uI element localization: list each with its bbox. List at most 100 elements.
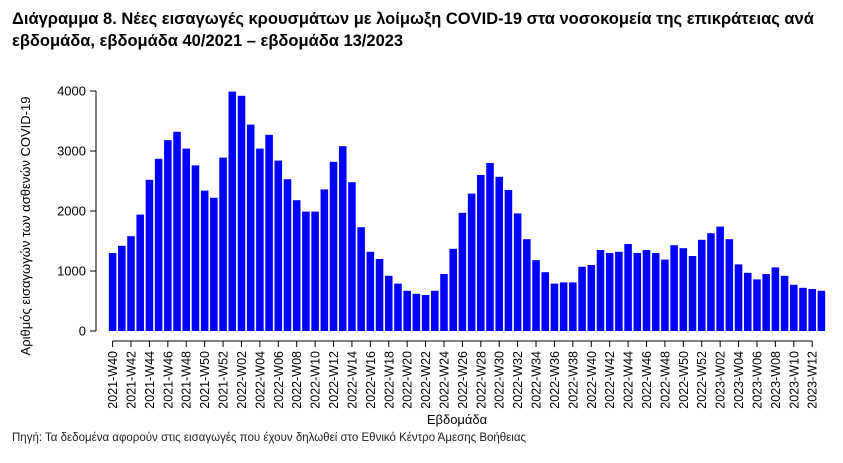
bar [808,289,816,331]
x-axis-label: Εβδομάδα [427,412,488,427]
bar [256,148,264,331]
bar [394,283,402,331]
y-axis: 0 1000 2000 3000 4000 [57,84,97,339]
bar [661,259,669,331]
bar [449,248,457,331]
x-tick-label: 2022-W14 [345,351,359,409]
x-tick-label: 2022-W44 [622,351,636,409]
bar [384,275,393,331]
bar [127,236,135,331]
bar [559,282,568,331]
bar [780,275,789,331]
bar [541,272,550,331]
x-tick-label: 2022-W04 [253,351,267,409]
bar [210,197,218,331]
bar [651,253,660,331]
bar [320,189,329,331]
bar [338,146,347,331]
x-tick-label: 2022-W10 [309,351,323,409]
bar [596,250,605,331]
y-tick-label: 4000 [57,84,86,99]
bar [265,134,273,331]
bar [136,214,144,331]
bar [707,233,715,331]
bar [725,239,734,331]
bar [615,251,623,331]
bar [200,190,209,331]
bar [145,179,154,331]
x-tick-label: 2023-W04 [732,351,746,409]
bars-group [108,91,826,331]
source-note: Πηγή: Τα δεδομένα αφορούν στις εισαγωγές… [12,432,527,444]
bar [771,267,780,331]
bar [605,253,614,331]
x-tick-label: 2022-W08 [290,351,304,409]
bar [504,190,513,331]
bar [164,140,172,331]
bar [357,227,365,331]
x-tick-label: 2023-W06 [750,351,764,409]
x-tick-label: 2022-W40 [585,351,599,409]
bar [670,245,678,331]
x-tick-label: 2022-W42 [603,351,617,409]
bar [578,266,586,331]
bar [292,200,301,331]
x-tick-label: 2022-W28 [474,351,488,409]
bar [532,260,540,331]
bar [790,284,798,331]
x-tick-label: 2022-W12 [327,351,341,409]
x-tick-label: 2023-W12 [806,351,820,409]
x-tick-label: 2022-W34 [530,351,544,409]
x-tick-label: 2022-W20 [401,351,415,409]
x-tick-label: 2022-W38 [566,351,580,409]
x-tick-label: 2021-W52 [217,351,231,409]
bar [173,131,181,331]
x-tick-label: 2021-W50 [198,351,212,409]
y-tick-label: 3000 [57,144,86,159]
bar [219,157,227,331]
bar [458,212,467,331]
x-tick-label: 2021-W46 [161,351,175,409]
bar [587,265,596,331]
bar [302,211,310,331]
x-tick-label: 2022-W48 [658,351,672,409]
bar [182,148,191,331]
x-tick-label: 2022-W22 [419,351,433,409]
x-tick-label: 2021-W44 [143,351,157,409]
x-tick-label: 2022-W18 [382,351,396,409]
x-tick-label: 2022-W30 [493,351,507,409]
bar [743,272,752,331]
x-tick-label: 2023-W08 [769,351,783,409]
x-tick-label: 2023-W10 [787,351,801,409]
bar [283,179,292,331]
bar [817,290,826,331]
bar [108,253,117,331]
bar [753,279,761,331]
x-tick-label: 2022-W02 [235,351,249,409]
bar [237,95,246,331]
x-tick-label: 2022-W24 [437,351,451,409]
bar [421,295,430,331]
bar [440,274,448,331]
x-tick-label: 2021-W40 [106,351,120,409]
x-tick-label: 2022-W06 [272,351,286,409]
bar [799,287,807,331]
bar [154,158,163,331]
bar [329,161,338,331]
x-tick-label: 2021-W48 [180,351,194,409]
bar [762,274,770,331]
bar [716,226,724,331]
bar [348,182,356,331]
x-tick-label: 2022-W26 [456,351,470,409]
y-tick-label: 2000 [57,204,86,219]
bar [366,251,375,331]
bar [697,239,706,331]
bar [495,176,503,331]
bar [550,283,559,331]
bar [477,175,485,331]
x-tick-label: 2022-W52 [695,351,709,409]
bar [403,290,411,331]
x-tick-label: 2022-W32 [511,351,525,409]
chart-title: Διάγραμμα 8. Νέες εισαγωγές κρουσμάτων μ… [12,10,814,50]
bar [513,213,522,331]
